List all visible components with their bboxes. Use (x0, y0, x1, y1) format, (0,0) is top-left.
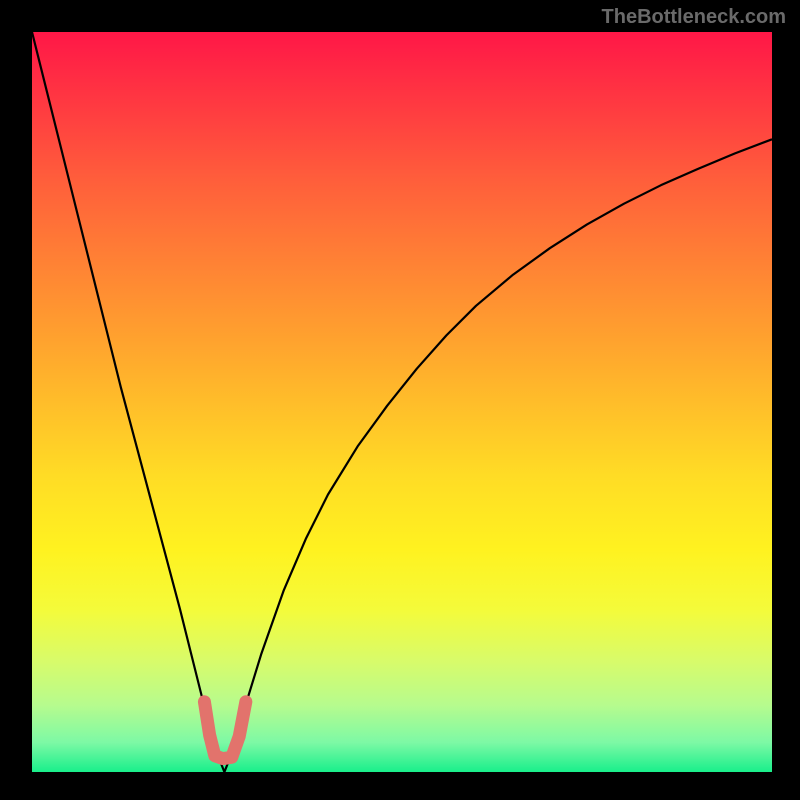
watermark-text: TheBottleneck.com (602, 6, 786, 29)
plot-area (32, 32, 772, 772)
chart-canvas (0, 0, 800, 800)
plot-svg (32, 32, 772, 772)
gradient-background (32, 32, 772, 772)
